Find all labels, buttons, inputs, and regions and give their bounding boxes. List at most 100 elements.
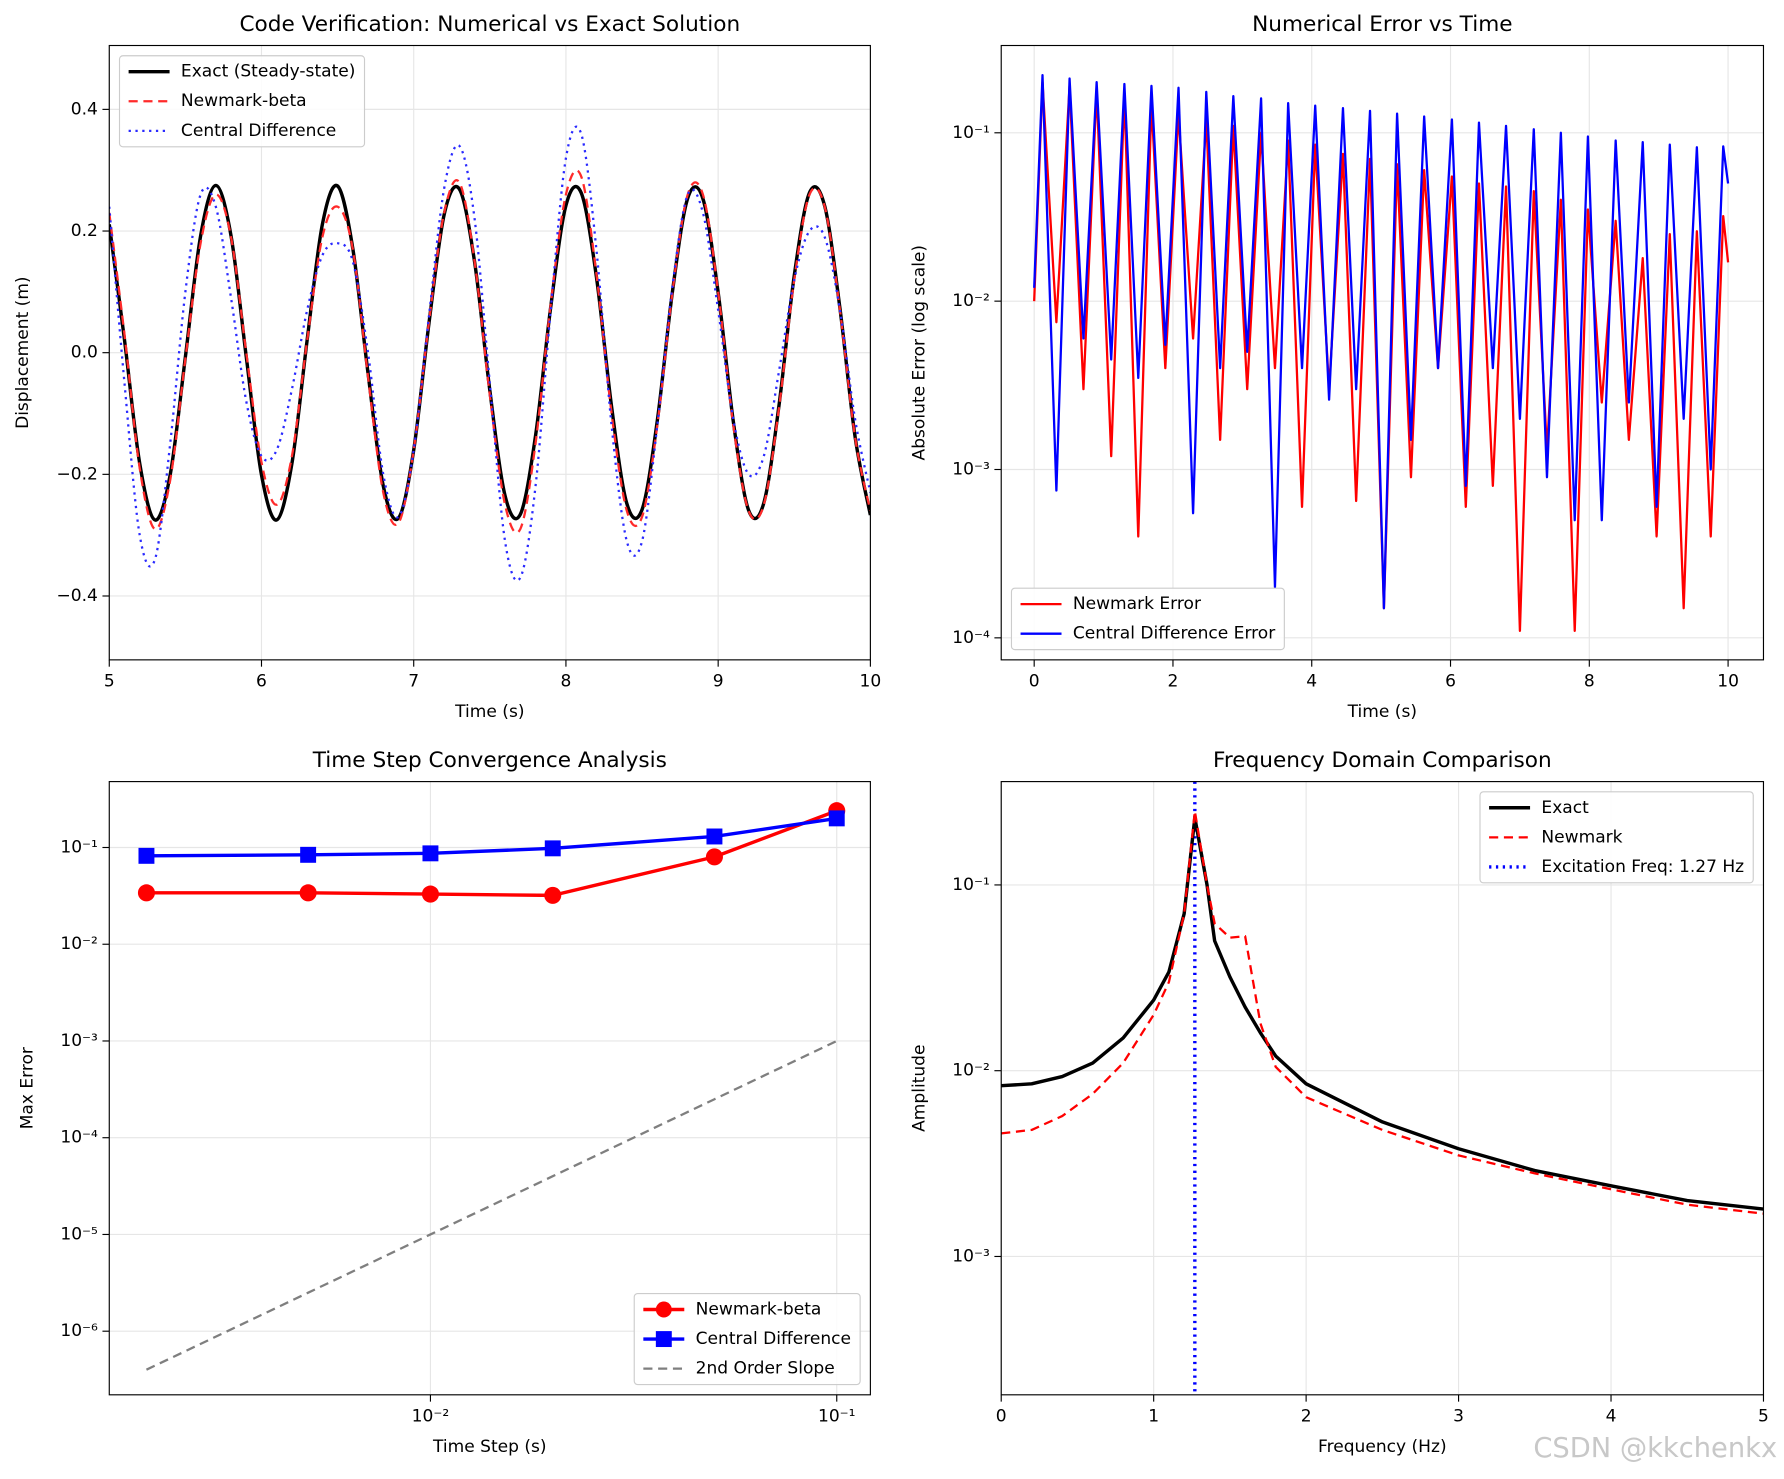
plot-area [1033,74,1730,633]
series-line [146,816,837,858]
legend-box [1010,587,1285,651]
x-tick-label: 10⁻² [412,1406,450,1426]
y-tick-label: 10⁻² [952,1061,990,1081]
y-tick-label: 0.2 [71,221,98,241]
y-tick-label: −0.4 [56,586,97,606]
y-tick-label: 10⁻³ [60,1031,98,1051]
legend: Newmark Error Central Difference Error [1010,587,1285,651]
y-tick-label: 10⁻¹ [952,123,990,143]
y-tick-label: 10⁻¹ [60,837,98,857]
chart-title: Time Step Convergence Analysis [312,748,667,773]
x-tick-label: 2 [1301,1406,1312,1426]
x-tick-label: 6 [256,671,267,691]
y-axis-label: Displacement (m) [13,276,33,429]
marker [828,810,845,827]
marker [300,846,317,863]
x-tick-label: 3 [1453,1406,1464,1426]
y-tick-label: 10⁻¹ [952,875,990,895]
legend-label: Exact [1541,798,1589,818]
legend-marker [655,1331,672,1348]
axes-frame [1000,781,1765,1396]
legend-box [1479,791,1754,884]
axes-frame [1000,44,1765,661]
series-line [109,169,871,534]
panel: 0 2 4 6 8 10 10⁻⁴ 10⁻³ 10⁻² 10⁻¹ Numerical Error v… [909,12,1765,722]
legend-box [118,55,366,148]
marker [706,828,723,845]
axes-frame [108,781,871,1396]
watermark: CSDN @kkchenkx [1533,1433,1777,1464]
y-tick-label: −0.2 [56,464,97,484]
series-line [109,125,871,582]
legend-label: Newmark Error [1073,594,1202,614]
marker [299,884,317,902]
x-axis-label: Time Step (s) [432,1437,547,1457]
legend-label: Newmark [1541,827,1622,847]
marker [705,848,723,866]
legend-label: Central Difference [696,1329,851,1349]
x-tick-label: 8 [1584,671,1595,691]
x-tick-label: 10⁻¹ [818,1406,856,1426]
panel: 0 1 2 3 4 5 10⁻³ 10⁻² 10⁻¹ Frequency Domain Compa… [909,748,1769,1457]
marker [138,847,155,864]
panel: 5 6 7 8 9 10 −0.4 −0.2 0.0 0.2 0.4 Code Verificatio… [13,12,881,722]
x-axis-label: Time (s) [1347,702,1417,722]
legend-label: Central Difference Error [1073,624,1276,644]
plot-area [145,809,838,1371]
x-tick-label: 8 [561,671,572,691]
series-line [1033,74,1730,610]
y-tick-label: 10⁻³ [952,459,990,479]
x-axis-label: Time (s) [454,702,524,722]
y-tick-label: 10⁻⁴ [952,628,990,648]
y-axis-label: Amplitude [909,1045,929,1132]
x-tick-label: 9 [713,671,724,691]
marker [544,886,562,904]
marker [421,885,439,903]
legend-label: Newmark-beta [696,1299,822,1319]
chart-title: Code Verification: Numerical vs Exact So… [239,12,740,37]
y-tick-label: 0.0 [71,343,98,363]
chart-title: Frequency Domain Comparison [1213,748,1552,773]
legend-marker [655,1301,672,1318]
series-line [1001,809,1764,1215]
marker [422,845,439,862]
y-tick-label: 10⁻⁵ [60,1224,98,1244]
legend: Exact (Steady-state) Newmark-beta Central … [118,55,366,148]
plot-area [1001,781,1764,1395]
legend-label: 2nd Order Slope [696,1359,835,1379]
legend-label: Exact (Steady-state) [181,62,355,82]
y-tick-label: 10⁻⁴ [60,1128,98,1148]
x-tick-label: 4 [1606,1406,1617,1426]
y-tick-label: 0.4 [71,99,98,119]
axes-frame [108,44,871,661]
legend-label: Central Difference [181,121,336,141]
x-tick-label: 0 [1029,671,1040,691]
y-tick-label: 10⁻³ [952,1246,990,1266]
x-tick-label: 2 [1168,671,1179,691]
x-tick-label: 5 [1758,1406,1769,1426]
legend: Newmark-beta Central Difference 2nd Order … [633,1292,861,1386]
x-tick-label: 7 [408,671,419,691]
x-tick-label: 4 [1306,671,1317,691]
series-line [146,809,838,898]
x-axis-label: Frequency (Hz) [1318,1437,1447,1457]
y-tick-label: 10⁻² [952,291,990,311]
y-axis-label: Max Error [17,1046,37,1129]
marker [137,884,155,902]
x-tick-label: 0 [996,1406,1007,1426]
legend-label: Newmark-beta [181,91,307,111]
legend: Exact Newmark Excitation Freq: 1.27 Hz [1479,791,1754,884]
chart-title: Numerical Error vs Time [1252,12,1512,37]
plot-area [109,125,871,582]
series-line [145,1039,838,1371]
x-tick-label: 10 [1717,671,1739,691]
panel: 10⁻² 10⁻¹ 10⁻⁶ 10⁻⁵ 10⁻⁴ 10⁻³ 10⁻² 10⁻¹ Time Ste… [17,748,871,1457]
legend-label: Excitation Freq: 1.27 Hz [1541,857,1744,877]
series-line [1001,816,1764,1211]
x-tick-label: 10 [860,671,882,691]
x-tick-label: 6 [1445,671,1456,691]
y-tick-label: 10⁻⁶ [60,1321,98,1341]
y-axis-label: Absolute Error (log scale) [909,245,929,461]
